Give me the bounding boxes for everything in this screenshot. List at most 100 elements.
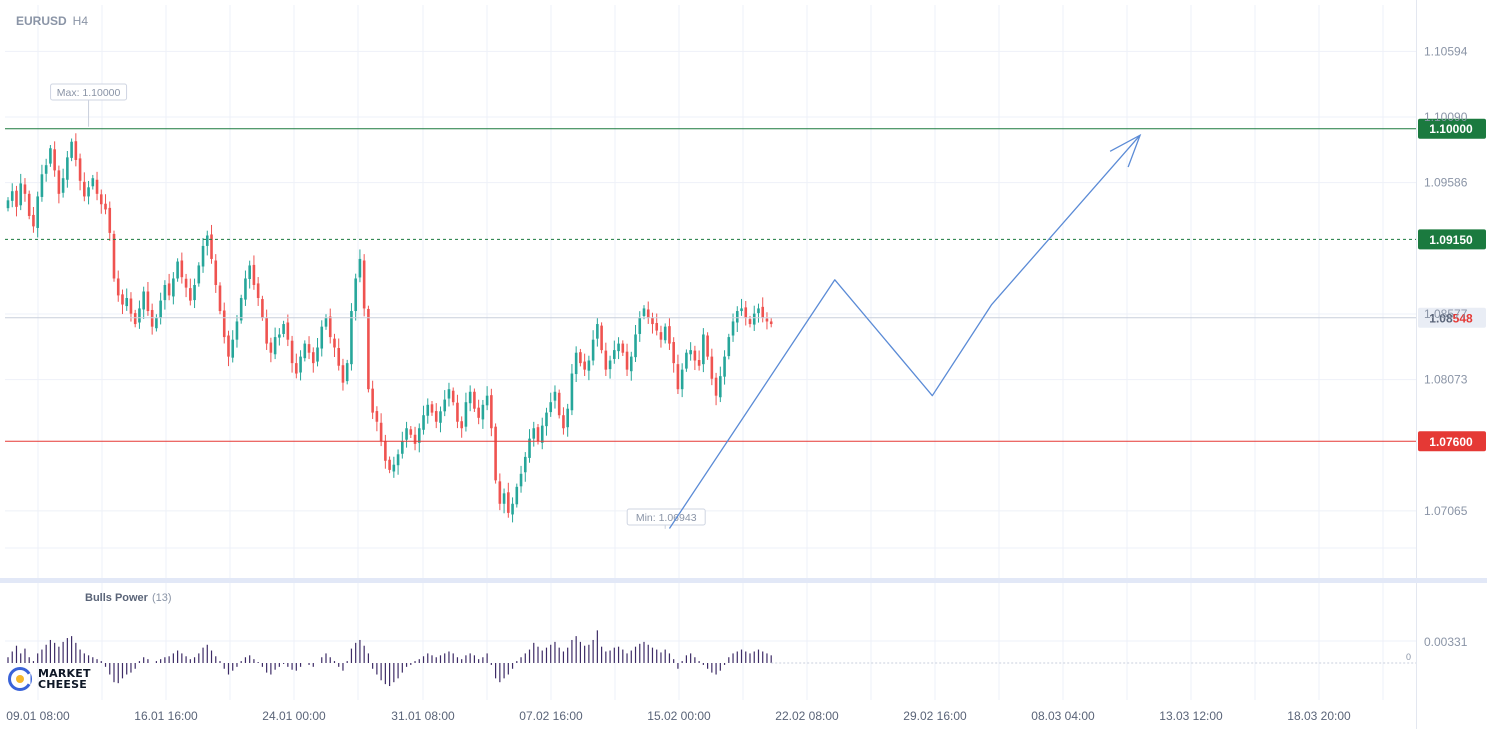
candle[interactable]: [752, 313, 756, 325]
candle[interactable]: [184, 278, 188, 288]
candle[interactable]: [583, 361, 586, 370]
candle[interactable]: [710, 356, 714, 379]
candle[interactable]: [239, 298, 243, 321]
candle[interactable]: [384, 441, 387, 461]
candle[interactable]: [507, 492, 510, 513]
candle[interactable]: [405, 428, 408, 440]
candle[interactable]: [604, 350, 608, 370]
candle[interactable]: [231, 339, 235, 358]
candle[interactable]: [680, 369, 684, 390]
candle[interactable]: [740, 308, 743, 312]
candle[interactable]: [638, 317, 642, 334]
candle[interactable]: [261, 299, 264, 318]
candle[interactable]: [324, 317, 328, 327]
candle[interactable]: [214, 260, 218, 285]
candle[interactable]: [536, 427, 540, 442]
candle[interactable]: [133, 313, 137, 325]
candle[interactable]: [95, 179, 99, 194]
candle[interactable]: [269, 342, 273, 353]
candle[interactable]: [146, 291, 150, 312]
candle[interactable]: [307, 344, 311, 353]
candle[interactable]: [706, 335, 709, 357]
candle[interactable]: [201, 245, 205, 267]
candle[interactable]: [591, 339, 595, 361]
candle[interactable]: [83, 181, 86, 197]
candle[interactable]: [642, 308, 646, 316]
candle[interactable]: [502, 493, 506, 504]
candle[interactable]: [358, 258, 362, 278]
candle[interactable]: [447, 389, 451, 399]
candle[interactable]: [744, 307, 748, 318]
candle[interactable]: [685, 352, 688, 369]
candle[interactable]: [244, 278, 247, 300]
candle[interactable]: [99, 194, 103, 205]
candle[interactable]: [23, 184, 27, 194]
candle[interactable]: [523, 456, 527, 473]
candle[interactable]: [15, 190, 18, 207]
candle[interactable]: [70, 141, 73, 158]
candle[interactable]: [668, 326, 671, 344]
candle[interactable]: [180, 260, 184, 278]
candle[interactable]: [451, 390, 455, 403]
candle[interactable]: [49, 148, 52, 164]
candle[interactable]: [218, 285, 222, 312]
candle[interactable]: [167, 283, 171, 296]
candle[interactable]: [570, 373, 574, 411]
candle[interactable]: [116, 278, 120, 296]
candle[interactable]: [286, 322, 290, 340]
candle[interactable]: [430, 404, 434, 413]
candle[interactable]: [490, 395, 493, 429]
candle[interactable]: [227, 335, 230, 357]
candle[interactable]: [142, 291, 145, 310]
candle[interactable]: [409, 429, 413, 435]
candle[interactable]: [40, 174, 44, 197]
candle[interactable]: [172, 278, 175, 297]
candle[interactable]: [481, 404, 485, 420]
candle[interactable]: [57, 170, 61, 194]
candle[interactable]: [735, 311, 739, 323]
candle[interactable]: [646, 309, 650, 318]
candle[interactable]: [456, 402, 459, 422]
candle[interactable]: [205, 235, 209, 246]
candle[interactable]: [371, 388, 374, 413]
candle[interactable]: [27, 193, 31, 216]
candle[interactable]: [362, 260, 366, 309]
candle[interactable]: [426, 404, 430, 416]
candle[interactable]: [511, 503, 514, 515]
candle[interactable]: [540, 425, 544, 443]
candle[interactable]: [303, 343, 307, 359]
candle[interactable]: [112, 233, 116, 279]
candle[interactable]: [235, 321, 239, 340]
candle[interactable]: [613, 350, 616, 359]
candle[interactable]: [727, 337, 731, 357]
candle[interactable]: [74, 141, 78, 160]
candle[interactable]: [87, 187, 90, 197]
candle[interactable]: [282, 324, 285, 334]
candle[interactable]: [702, 334, 705, 365]
candle[interactable]: [621, 343, 625, 353]
candle[interactable]: [596, 324, 599, 339]
candle[interactable]: [222, 310, 226, 338]
candle[interactable]: [477, 407, 480, 418]
candle[interactable]: [350, 311, 353, 365]
candle[interactable]: [473, 391, 476, 409]
candle[interactable]: [757, 308, 760, 314]
candle[interactable]: [545, 412, 548, 427]
candle[interactable]: [651, 317, 654, 325]
candle[interactable]: [464, 402, 468, 427]
candle[interactable]: [765, 318, 769, 322]
candle[interactable]: [333, 338, 336, 348]
candle[interactable]: [625, 351, 629, 370]
candle[interactable]: [129, 298, 133, 314]
candle[interactable]: [295, 363, 298, 374]
candle[interactable]: [108, 207, 112, 233]
candle[interactable]: [557, 392, 561, 416]
candle[interactable]: [104, 203, 107, 210]
candle[interactable]: [663, 326, 667, 341]
candle[interactable]: [159, 300, 162, 319]
candle[interactable]: [566, 408, 569, 428]
candle[interactable]: [53, 149, 56, 171]
candle[interactable]: [723, 356, 726, 377]
candle[interactable]: [629, 356, 633, 372]
